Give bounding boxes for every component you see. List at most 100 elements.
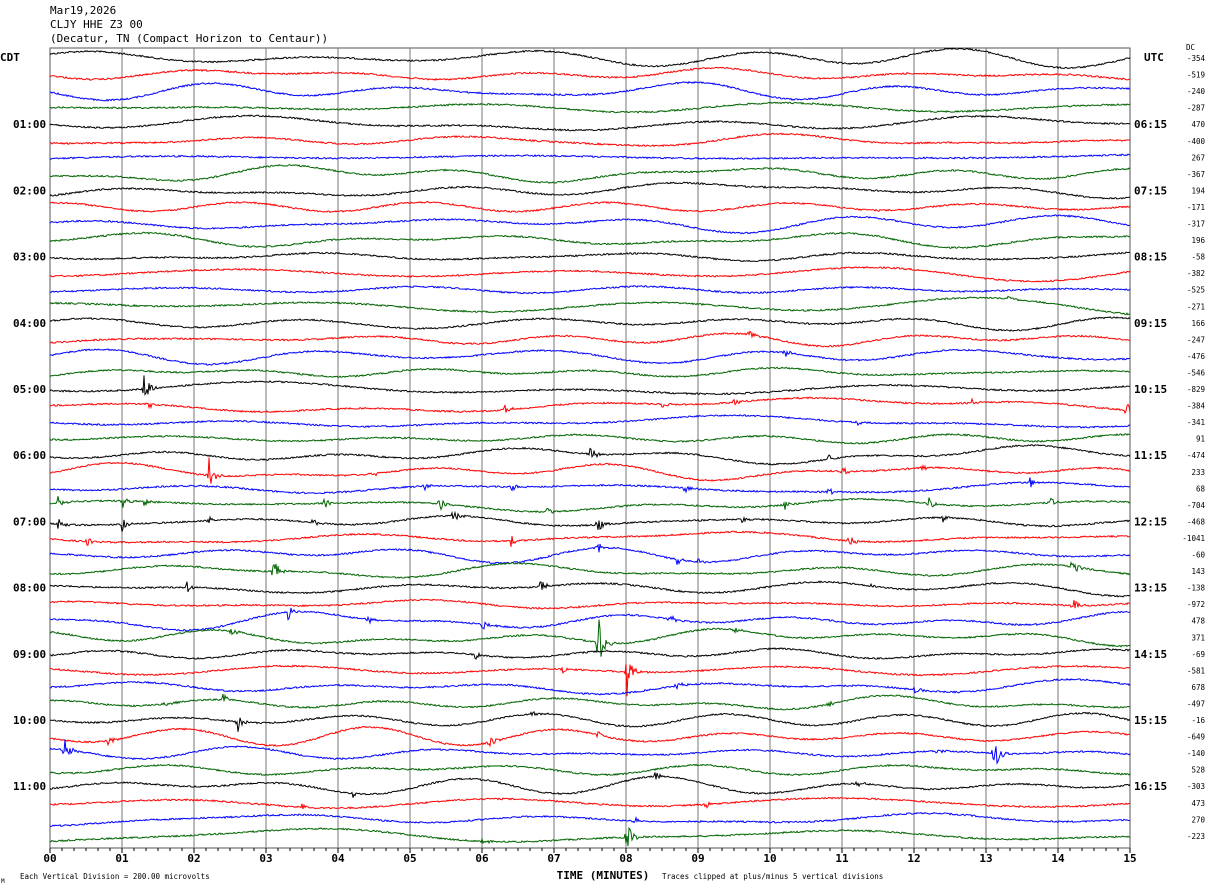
seismic-trace [49,66,1131,81]
seismic-trace [49,164,1131,184]
x-tick-label: 15 [1123,852,1136,865]
x-tick-label: 04 [331,852,345,865]
seismic-trace [49,796,1131,810]
x-tick-label: 00 [43,852,56,865]
corner-mark: M [1,878,5,885]
seismic-trace [49,510,1131,532]
seismic-trace [49,101,1131,114]
dc-offset-label: -1041 [1182,534,1205,543]
dc-offset-label: -474 [1187,451,1206,460]
seismic-trace [49,677,1131,696]
seismic-trace [49,772,1131,798]
x-tick-label: 14 [1051,852,1065,865]
utc-axis-title: UTC [1144,51,1164,64]
seismic-trace [49,826,1131,847]
utc-time-label: 06:15 [1134,118,1167,131]
utc-time-label: 10:15 [1134,383,1167,396]
seismic-trace [49,330,1131,348]
seismic-trace [49,348,1131,366]
dc-offset-label: 678 [1191,683,1205,692]
seismic-trace [49,114,1131,132]
utc-time-label: 14:15 [1134,648,1167,661]
seismic-trace [49,433,1131,445]
dc-offset-label: -476 [1187,352,1206,361]
dc-offset-label: 528 [1191,766,1205,775]
dc-offset-label: -468 [1187,517,1206,526]
dc-offset-label: -58 [1191,253,1205,262]
dc-offset-label: -317 [1187,220,1205,229]
seismic-trace [49,444,1131,466]
dc-offset-label: -704 [1187,501,1206,510]
cdt-time-label: 08:00 [13,582,46,595]
seismic-trace [49,598,1131,610]
dc-offset-label: -138 [1187,584,1206,593]
seismic-trace [49,214,1130,235]
seismic-trace [49,647,1131,660]
dc-offset-label: -354 [1187,54,1206,63]
dc-offset-label: 166 [1191,319,1205,328]
cdt-time-label: 01:00 [13,118,46,131]
cdt-time-label: 06:00 [13,449,46,462]
dc-offset-label: 371 [1191,633,1205,642]
cdt-time-label: 05:00 [13,383,46,396]
utc-time-label: 09:15 [1134,317,1167,330]
x-tick-label: 11 [835,852,849,865]
seismic-trace [49,316,1131,332]
dc-offset-label: -400 [1187,137,1206,146]
seismic-trace [49,132,1131,148]
dc-offset-label: 91 [1196,435,1205,444]
dc-offset-label: -384 [1187,402,1206,411]
utc-time-label: 11:15 [1134,449,1167,462]
dc-offset-label: -341 [1187,418,1205,427]
station-label: CLJY HHE Z3 00 [50,18,143,31]
dc-offset-label: 143 [1191,567,1205,576]
x-tick-label: 02 [187,852,200,865]
dc-offset-label: -367 [1187,170,1205,179]
x-tick-label: 12 [907,852,920,865]
dc-offset-label: 270 [1191,815,1205,824]
seismic-trace [50,711,1131,732]
dc-offset-label: -240 [1187,87,1206,96]
dc-offset-label: -140 [1187,749,1206,758]
dc-offset-label: 473 [1191,799,1205,808]
x-tick-label: 05 [403,852,416,865]
seismic-trace [49,295,1131,316]
seismic-trace [49,80,1131,102]
seismic-trace [49,366,1131,378]
utc-time-label: 08:15 [1134,251,1167,264]
dc-offset-label: -16 [1191,716,1205,725]
seismic-trace [49,663,1131,697]
seismic-trace [49,231,1131,249]
dc-title: DC [1186,43,1195,52]
x-tick-label: 06 [475,852,489,865]
x-tick-label: 03 [259,852,272,865]
seismic-trace [49,530,1131,547]
x-tick-label: 08 [619,852,632,865]
seismic-trace [49,763,1131,777]
seismic-trace [49,201,1131,214]
seismic-trace [49,725,1131,748]
cdt-time-label: 02:00 [13,184,46,197]
seismic-trace [49,619,1131,657]
seismic-trace [49,739,1131,765]
dc-offset-label: 267 [1191,153,1205,162]
dc-offset-label: -271 [1187,302,1205,311]
dc-offset-label: -247 [1187,335,1205,344]
dc-offset-label: 196 [1191,236,1205,245]
seismic-trace [49,153,1131,160]
seismic-trace [49,811,1131,827]
dc-offset-label: 68 [1196,484,1206,493]
seismic-trace [49,181,1131,200]
cdt-time-label: 09:00 [13,648,46,661]
utc-time-label: 13:15 [1134,582,1167,595]
seismic-trace [49,607,1131,632]
utc-time-label: 16:15 [1134,780,1167,793]
dc-offset-label: -829 [1187,385,1205,394]
seismic-trace [49,285,1131,295]
dc-offset-label: -581 [1187,666,1205,675]
seismic-trace [49,251,1131,263]
seismic-trace [49,693,1131,711]
date-label: Mar19,2026 [50,4,116,17]
cdt-time-label: 11:00 [13,780,46,793]
dc-offset-label: -649 [1187,733,1205,742]
